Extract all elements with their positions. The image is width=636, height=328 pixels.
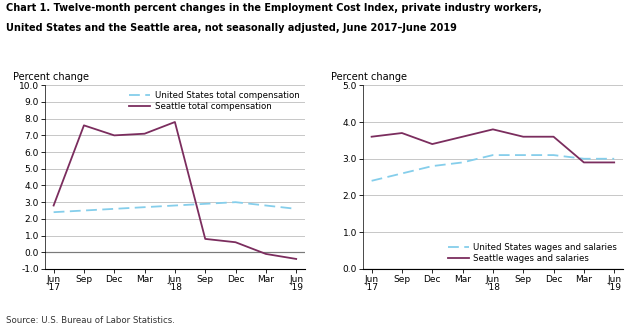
Text: Chart 1. Twelve-month percent changes in the Employment Cost Index, private indu: Chart 1. Twelve-month percent changes in… [6,3,542,13]
Legend: United States total compensation, Seattle total compensation: United States total compensation, Seattl… [127,90,301,113]
Text: Percent change: Percent change [331,72,407,82]
Text: Percent change: Percent change [13,72,89,82]
Text: United States and the Seattle area, not seasonally adjusted, June 2017–June 2019: United States and the Seattle area, not … [6,23,457,33]
Text: Source: U.S. Bureau of Labor Statistics.: Source: U.S. Bureau of Labor Statistics. [6,316,176,325]
Legend: United States wages and salaries, Seattle wages and salaries: United States wages and salaries, Seattl… [446,241,619,265]
